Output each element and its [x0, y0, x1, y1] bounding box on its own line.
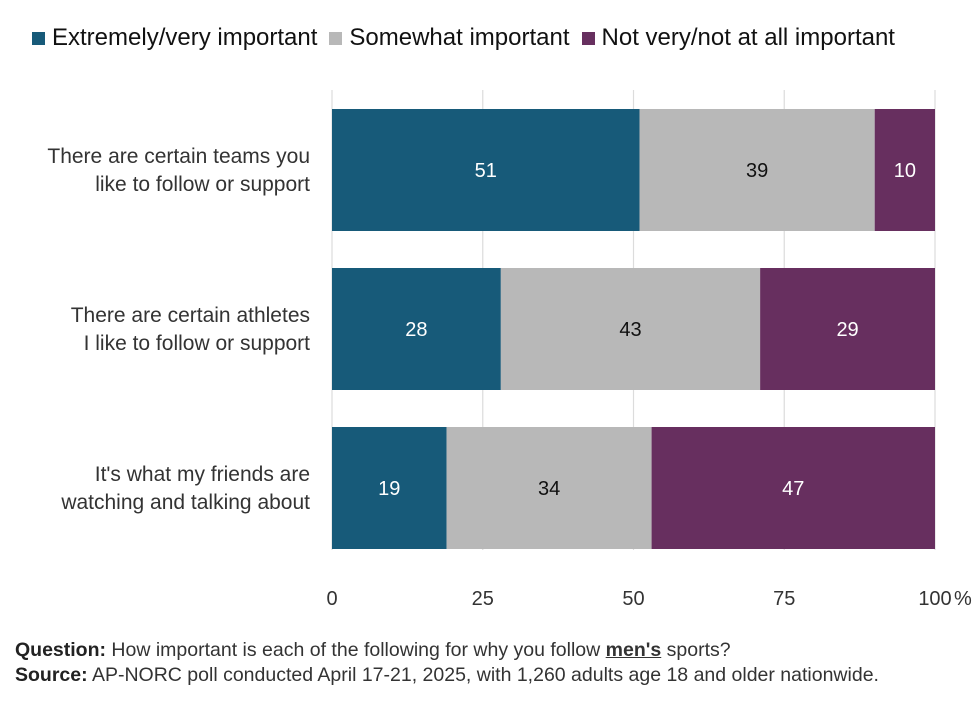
category-labels: There are certain teams you like to follo… — [47, 145, 310, 514]
category-label: There are certain teams you like to follo… — [47, 145, 310, 196]
chart-legend: Extremely/very important Somewhat importa… — [32, 24, 950, 52]
category-label: There are certain athletes I like to foll… — [71, 304, 310, 355]
bar-value-label: 29 — [836, 319, 858, 341]
legend-label: Not very/not at all important — [601, 24, 895, 51]
category-label-line: There are certain athletes — [71, 304, 310, 327]
bar-chart: 51 39 10 28 43 29 19 34 47 There are certain tea… — [47, 90, 972, 610]
bar-labels: 51 39 10 28 43 29 19 34 47 — [378, 160, 916, 500]
bar-segment — [651, 427, 935, 549]
legend-item-3: Not very/not at all important — [581, 24, 895, 52]
x-tick-label: 75 — [773, 588, 795, 610]
bar-value-label: 19 — [378, 478, 400, 500]
category-label-line: It's what my friends are — [95, 463, 310, 486]
question-text-post: sports? — [666, 639, 731, 661]
bar-segment — [500, 268, 761, 390]
bar-value-label: 39 — [746, 160, 768, 182]
x-axis-ticks: 0 25 50 75 100% — [326, 588, 972, 610]
category-label-line: There are certain teams you — [47, 145, 310, 168]
category-label: It's what my friends are watching and tal… — [60, 463, 310, 514]
question-label: Question: — [15, 639, 106, 661]
legend-label: Somewhat important — [349, 24, 570, 51]
question-note: Question: How important is each of the f… — [15, 638, 965, 663]
question-emphasis: men's — [605, 639, 662, 661]
category-label-line: watching and talking about — [60, 491, 310, 514]
x-tick-label: 100 — [918, 588, 951, 610]
legend-swatch — [32, 31, 45, 45]
bar-segment — [874, 109, 935, 231]
x-tick-label: 25 — [472, 588, 494, 610]
source-note: Source: AP-NORC poll conducted April 17-… — [15, 663, 965, 688]
legend-item-2: Somewhat important — [329, 24, 570, 52]
source-text: AP-NORC poll conducted April 17-21, 2025… — [91, 664, 879, 686]
question-text-pre: How important is each of the following f… — [111, 639, 601, 661]
legend-swatch — [329, 31, 343, 45]
bar-value-label: 51 — [475, 160, 497, 182]
x-axis-unit: % — [954, 588, 972, 610]
bar-segment — [760, 268, 935, 390]
legend-swatch — [581, 31, 595, 45]
bar-segment — [446, 427, 652, 549]
bars — [332, 109, 935, 549]
bar-value-label: 34 — [538, 478, 560, 500]
bar-value-label: 28 — [405, 319, 427, 341]
chart-notes: Question: How important is each of the f… — [15, 638, 965, 688]
legend-label: Extremely/very important — [52, 24, 318, 51]
x-tick-label: 50 — [622, 588, 644, 610]
bar-segment — [332, 268, 501, 390]
source-label: Source: — [15, 664, 88, 686]
x-tick-label: 0 — [326, 588, 337, 610]
category-label-line: like to follow or support — [95, 173, 310, 196]
bar-value-label: 47 — [782, 478, 804, 500]
bar-segment — [639, 109, 875, 231]
bar-segment — [332, 109, 640, 231]
legend-item-1: Extremely/very important — [32, 24, 317, 52]
bar-segment — [332, 427, 447, 549]
bar-value-label: 10 — [894, 160, 916, 182]
bar-value-label: 43 — [619, 319, 641, 341]
category-label-line: I like to follow or support — [84, 332, 311, 355]
